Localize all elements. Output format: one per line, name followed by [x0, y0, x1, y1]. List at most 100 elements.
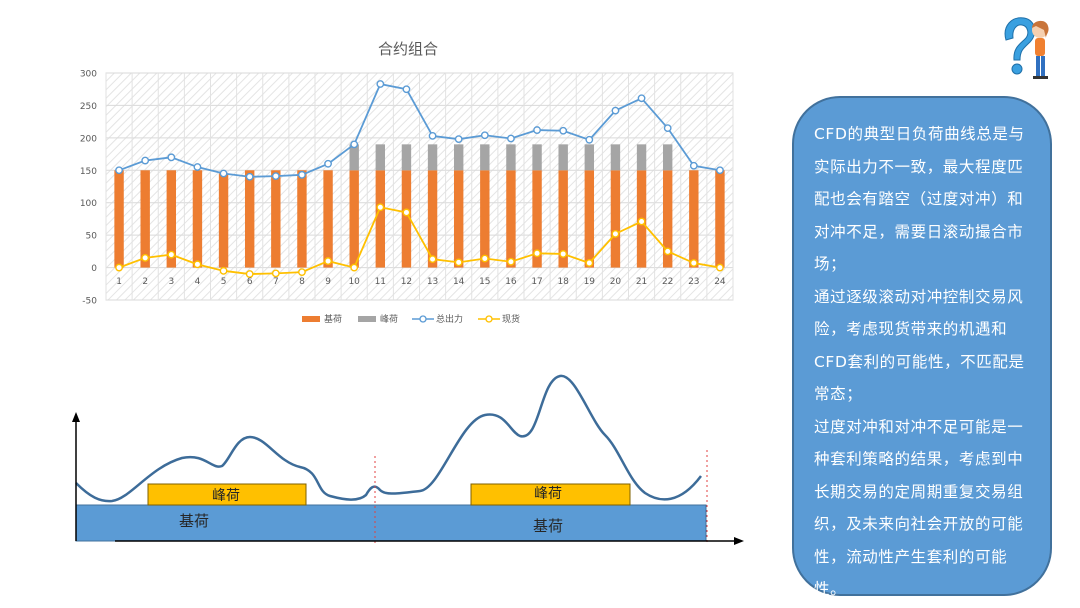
- y-tick-label: 300: [80, 70, 97, 80]
- y-tick-label: 250: [80, 102, 97, 112]
- data-point-总出力: [193, 163, 202, 171]
- x-tick-label: 5: [221, 277, 227, 287]
- data-point-现货: [480, 254, 489, 263]
- bar-基荷: [323, 170, 333, 268]
- bar-基荷: [715, 170, 725, 268]
- data-point-现货: [637, 217, 646, 226]
- data-point-现货: [507, 257, 515, 266]
- x-tick-label: 12: [401, 277, 412, 287]
- explanation-callout: CFD的典型日负荷曲线总是与实际出力不一致，最大程度匹配也会有踏空（过度对冲）和…: [792, 96, 1052, 598]
- bar-基荷: [480, 170, 490, 268]
- base-label-2: 基荷: [533, 517, 563, 535]
- data-point-现货: [324, 257, 332, 265]
- y-axis-arrow-icon: [72, 412, 80, 422]
- data-point-现货: [141, 253, 150, 262]
- data-point-现货: [219, 266, 228, 275]
- data-point-现货: [689, 259, 698, 267]
- data-point-现货: [350, 263, 359, 272]
- x-tick-label: 6: [247, 277, 253, 287]
- x-tick-label: 17: [531, 277, 542, 287]
- data-point-总出力: [324, 159, 332, 168]
- x-axis-ticks: 1 2 3 4 5 6 7 8 9 10 11 12 13 14 15 16 17 18 19 20 21 22 23 24: [116, 277, 726, 287]
- data-point-总出力: [689, 161, 698, 170]
- bar-峰荷: [401, 144, 412, 171]
- bar-基荷: [401, 170, 412, 268]
- x-axis-arrow-icon: [734, 537, 744, 545]
- x-tick-label: 15: [479, 277, 490, 287]
- bar-峰荷: [558, 144, 568, 171]
- callout-paragraph-1: CFD的典型日负荷曲线总是与实际出力不一致，最大程度匹配也会有踏空（过度对冲）和…: [814, 125, 1025, 273]
- y-tick-label: 50: [86, 232, 98, 242]
- question-mark-person-icon: [1004, 17, 1049, 79]
- y-tick-label: 150: [80, 167, 97, 177]
- data-point-总出力: [559, 126, 568, 135]
- chart-title: 合约组合: [378, 40, 438, 58]
- y-tick-label: -50: [82, 297, 97, 307]
- bar-基荷: [297, 170, 307, 268]
- bar-基荷: [662, 170, 673, 268]
- bar-基荷: [140, 170, 150, 268]
- bar-基荷: [610, 170, 621, 268]
- bar-基荷: [584, 170, 595, 268]
- x-tick-label: 22: [662, 277, 673, 287]
- legend-label-现货: 现货: [502, 313, 520, 325]
- data-point-总出力: [507, 134, 515, 143]
- bar-峰荷: [662, 144, 673, 171]
- legend-label-峰荷: 峰荷: [380, 314, 398, 325]
- bar-基荷: [506, 170, 516, 268]
- bar-峰荷: [610, 144, 621, 171]
- bar-峰荷: [506, 144, 516, 171]
- bar-基荷: [375, 170, 386, 268]
- data-point-总出力: [533, 126, 541, 134]
- legend: 基荷 峰荷 总出力 现货: [302, 313, 520, 325]
- y-axis-ticks: -50 0 50 100 150 200 250 300: [80, 70, 97, 307]
- data-point-现货: [245, 270, 254, 278]
- bar-基荷: [532, 170, 542, 268]
- legend-label-基荷: 基荷: [324, 313, 342, 325]
- base-load-band: [75, 504, 707, 542]
- x-tick-label: 16: [505, 277, 517, 287]
- data-point-总出力: [585, 135, 594, 144]
- x-tick-label: 20: [610, 277, 622, 287]
- legend-marker-总出力: [419, 315, 427, 323]
- bar-峰荷: [375, 144, 386, 171]
- peak-label-2: 峰荷: [534, 486, 562, 502]
- x-tick-label: 8: [299, 277, 305, 287]
- lines: [115, 80, 724, 278]
- data-point-总出力: [245, 172, 254, 181]
- x-tick-label: 24: [714, 277, 726, 287]
- bar-基荷: [271, 170, 281, 268]
- bar-基荷: [166, 170, 177, 268]
- callout-paragraph-2: 通过逐级滚动对冲控制交易风险，考虑现货带来的机遇和CFD套利的可能性，不匹配是常…: [814, 287, 1025, 404]
- peak-load-block-1: [147, 483, 307, 506]
- y-tick-label: 200: [80, 134, 97, 144]
- x-tick-label: 11: [375, 277, 386, 287]
- data-point-总出力: [611, 106, 620, 115]
- x-tick-label: 14: [453, 277, 465, 287]
- bar-基荷: [192, 170, 203, 268]
- x-tick-label: 10: [348, 277, 360, 287]
- bar-峰荷: [584, 144, 595, 171]
- bar-基荷: [427, 170, 438, 268]
- bar-峰荷: [349, 144, 359, 171]
- peak-label-1: 峰荷: [212, 488, 240, 504]
- data-point-现货: [716, 263, 724, 272]
- data-point-现货: [402, 208, 411, 217]
- bar-峰荷: [636, 144, 647, 171]
- data-point-总出力: [454, 135, 463, 144]
- base-label-1: 基荷: [179, 512, 209, 530]
- bar-基荷: [218, 173, 229, 268]
- data-point-现货: [611, 229, 620, 238]
- data-point-总出力: [716, 166, 724, 175]
- bar-基荷: [453, 170, 464, 268]
- data-point-现货: [298, 268, 306, 277]
- x-tick-label: 23: [688, 277, 699, 287]
- x-tick-label: 2: [142, 277, 148, 287]
- legend-marker-现货: [485, 315, 493, 323]
- bar-基荷: [114, 170, 124, 268]
- data-point-总出力: [428, 132, 437, 140]
- data-point-总出力: [141, 156, 150, 165]
- data-point-现货: [167, 250, 176, 259]
- data-point-现货: [533, 249, 541, 258]
- x-tick-label: 21: [636, 277, 647, 287]
